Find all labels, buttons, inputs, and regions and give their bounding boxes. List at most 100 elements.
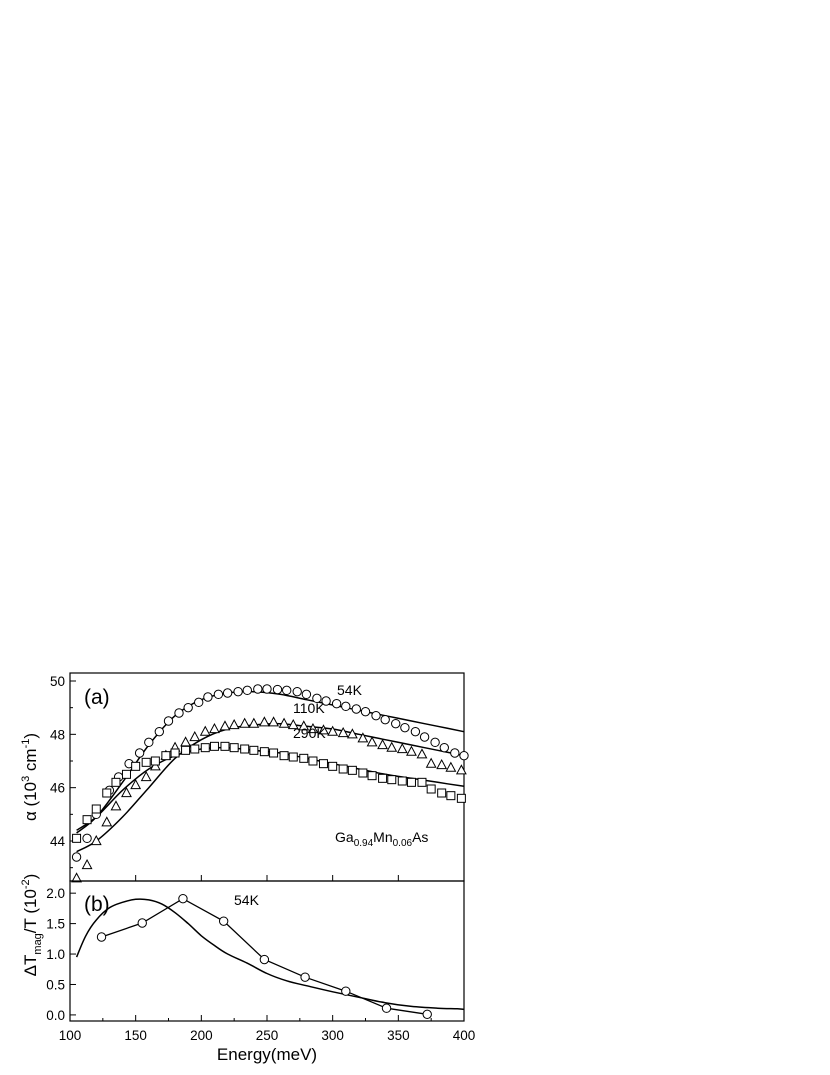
curve-label-110k: 110K [293, 700, 325, 716]
a-y-tick-label: 44 [50, 834, 66, 849]
data-point-110k [318, 724, 329, 735]
curve-label-54k-b: 54K [234, 892, 260, 908]
data-point-54k [282, 685, 292, 696]
b-y-tick-label: 2.0 [46, 886, 65, 901]
sample-formula: Ga0.94Mn0.06As [335, 829, 428, 849]
a-y-tick-label: 46 [50, 781, 65, 796]
b-data-point-54k [422, 1009, 432, 1020]
formula-mn-sub: 0.06 [393, 838, 413, 849]
data-point-54k [410, 726, 421, 737]
panel-b-frame [69, 880, 465, 1022]
data-point-290k [72, 833, 82, 843]
b-ylabel-main: ΔT [21, 955, 40, 977]
a-ylabel-sup2: -1 [20, 739, 32, 749]
data-point-54k [419, 732, 430, 742]
b-data-point-54k [137, 918, 147, 928]
panel-a-fit-curves [76, 690, 465, 853]
b-y-tick-label: 1.0 [46, 947, 65, 962]
b-data-point-54k [300, 972, 310, 982]
data-point-54k [154, 726, 165, 737]
data-point-54k [213, 689, 224, 700]
b-data-point-54k [381, 1003, 392, 1013]
data-point-290k [220, 741, 230, 751]
data-point-110k [71, 872, 83, 883]
data-point-110k [436, 758, 448, 770]
x-tick-label: 150 [124, 1028, 147, 1043]
data-point-54k [203, 692, 213, 702]
data-point-290k [397, 776, 407, 786]
data-point-54k [134, 748, 145, 758]
data-point-54k [380, 714, 390, 725]
data-point-110k [228, 718, 240, 730]
data-point-54k [371, 710, 381, 721]
panel-a: 44 46 48 50 (a) 54K 110K 290K Ga0.94Mn0.06A… [20, 672, 469, 883]
data-point-290k [91, 804, 101, 814]
x-axis-title: Energy(meV) [217, 1045, 317, 1064]
data-point-54k [194, 697, 204, 708]
data-point-290k [328, 761, 338, 771]
data-point-290k [417, 777, 427, 787]
data-point-290k [229, 743, 239, 753]
b-data-point-54k [259, 954, 270, 965]
data-point-110k [287, 718, 299, 730]
x-tick-label: 400 [453, 1028, 476, 1043]
data-point-290k [446, 791, 456, 801]
data-point-54k [292, 686, 302, 697]
data-point-110k [416, 748, 428, 759]
x-tick-label: 200 [190, 1028, 213, 1043]
data-point-110k [396, 742, 408, 754]
data-point-54k [400, 722, 410, 733]
data-point-290k [131, 761, 141, 771]
data-point-290k [190, 744, 200, 754]
data-point-290k [269, 748, 279, 758]
data-point-290k [209, 741, 219, 751]
data-point-290k [299, 753, 309, 763]
data-point-290k [387, 775, 397, 785]
panel-b-label: (b) [84, 893, 110, 916]
x-tick-label: 100 [59, 1028, 82, 1043]
data-point-54k [439, 742, 449, 753]
b-data-point-54k [96, 932, 107, 942]
x-tick-label: 300 [321, 1028, 344, 1043]
data-point-290k [111, 777, 121, 787]
data-point-110k [121, 786, 132, 798]
data-point-110k [268, 716, 280, 727]
data-point-110k [346, 728, 358, 739]
data-point-290k [161, 751, 171, 761]
data-point-54k [321, 696, 331, 706]
data-point-110k [357, 732, 369, 743]
data-point-290k [150, 756, 160, 766]
x-tick-label: 250 [256, 1028, 279, 1043]
data-point-54k [71, 852, 82, 862]
data-point-110k [258, 716, 270, 727]
panel-b-ylabel: ΔTmag/T (10-2) [20, 874, 44, 977]
b-ylabel-sub: mag [32, 933, 44, 954]
data-point-110k [180, 736, 192, 747]
a-ylabel-mid: cm [21, 748, 40, 775]
panel-a-ylabel: α (103 cm-1) [20, 733, 40, 821]
curve-label-54k: 54K [337, 682, 363, 698]
b-fit-curve-54k [75, 898, 465, 1011]
data-point-54k [253, 684, 263, 694]
data-point-110k [327, 725, 339, 736]
data-point-110k [209, 722, 220, 734]
formula-as: As [412, 829, 428, 845]
data-point-110k [386, 741, 398, 752]
a-ylabel-main: α (10 [21, 782, 40, 821]
data-point-290k [102, 788, 112, 798]
data-point-54k [430, 737, 440, 748]
data-point-54k [450, 748, 460, 758]
data-point-54k [351, 704, 362, 714]
data-point-54k [233, 686, 243, 697]
a-ylabel-end: ) [21, 733, 40, 739]
data-point-54k [301, 689, 312, 700]
b-y-tick-label: 0.0 [46, 1008, 65, 1023]
b-data-point-54k [218, 916, 229, 926]
b-ylabel-end: ) [21, 874, 40, 880]
formula-mn: Mn [373, 829, 392, 845]
curve-label-290k: 290K [293, 725, 326, 741]
data-point-54k [174, 708, 184, 718]
a-y-tick-label: 50 [50, 674, 65, 689]
data-point-110k [445, 761, 457, 772]
b-ylabel-sup: -2 [20, 879, 32, 889]
